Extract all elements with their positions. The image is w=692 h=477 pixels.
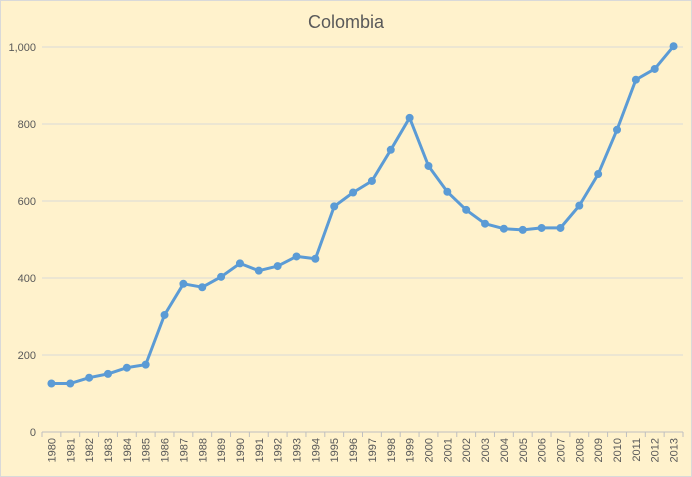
data-point [405,113,414,122]
data-point [462,205,471,214]
x-tick-label: 2002 [461,438,473,462]
x-tick-label: 1992 [273,438,285,462]
x-tick-label: 1989 [216,438,228,462]
data-point [367,176,376,185]
x-tick-label: 2000 [423,438,435,462]
data-point [443,187,452,196]
x-tick-label: 2009 [593,438,605,462]
y-tick-label: 0 [30,427,36,439]
data-point [386,145,395,154]
x-tick-label: 2007 [555,438,567,462]
x-tick-label: 1984 [122,438,134,462]
x-tick-label: 1996 [348,438,360,462]
x-tick-label: 2003 [480,438,492,462]
x-tick-label: 2001 [442,438,454,462]
data-point [594,170,603,179]
data-point [631,75,640,84]
chart-title: Colombia [308,12,385,32]
data-point [254,266,263,275]
y-tick-label: 400 [18,273,36,285]
x-tick-label: 2013 [669,438,681,462]
x-tick-label: 2004 [499,438,511,462]
x-tick-label: 1983 [103,438,115,462]
data-point [179,279,188,288]
x-tick-label: 1999 [405,438,417,462]
gridlines [42,46,683,433]
x-tick-label: 1993 [292,438,304,462]
x-tick-label: 1995 [329,438,341,462]
data-point [292,252,301,261]
x-tick-label: 1981 [65,438,77,462]
y-axis-ticks: 0 200 400 600 800 1,000 [8,42,36,439]
series-layer [47,42,678,388]
x-tick-label: 1998 [386,438,398,462]
data-point [575,201,584,210]
data-point [499,224,508,233]
data-point [424,161,433,170]
x-tick-label: 2008 [574,438,586,462]
x-tick-label: 1986 [160,438,172,462]
x-tick-label: 2006 [537,438,549,462]
x-tick-label: 1990 [235,438,247,462]
x-tick-label: 2012 [650,438,662,462]
x-axis-ticks: 1980 1981 1982 1983 1984 1985 1986 1987 1988 1989… [41,432,684,462]
x-tick-label: 1987 [178,438,190,462]
x-tick-label: 2010 [612,438,624,462]
data-point [160,310,169,319]
data-point [103,369,112,378]
data-point [556,223,565,232]
data-point [669,42,678,51]
data-point [198,283,207,292]
x-tick-label: 1988 [197,438,209,462]
x-tick-label: 1980 [46,438,58,462]
data-point [66,379,75,388]
data-point [518,225,527,234]
data-point [311,254,320,263]
x-tick-label: 2011 [631,438,643,462]
data-point [537,223,546,232]
data-point [613,125,622,134]
series-line [49,44,676,385]
data-point [330,202,339,211]
x-tick-label: 1982 [84,438,96,462]
data-point [273,262,282,271]
data-point [47,379,56,388]
data-point [481,219,490,228]
x-tick-label: 1985 [141,438,153,462]
data-point [141,360,150,369]
y-tick-label: 200 [18,350,36,362]
data-point [650,64,659,73]
data-point [349,188,358,197]
x-tick-label: 1994 [310,438,322,462]
y-tick-label: 1,000 [8,42,36,54]
data-point [122,363,131,372]
x-tick-label: 1991 [254,438,266,462]
data-point [235,259,244,268]
y-tick-label: 800 [18,119,36,131]
y-tick-label: 600 [18,196,36,208]
data-point [217,272,226,281]
x-tick-label: 1997 [367,438,379,462]
x-tick-label: 2005 [518,438,530,462]
data-point [85,373,94,382]
